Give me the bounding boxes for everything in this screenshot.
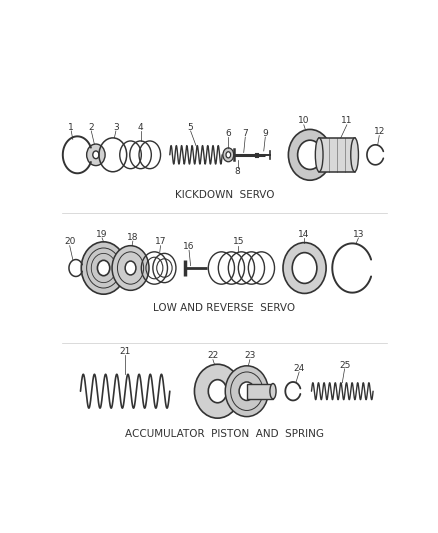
Ellipse shape xyxy=(298,140,322,169)
Text: KICKDOWN  SERVO: KICKDOWN SERVO xyxy=(175,190,274,200)
Text: 10: 10 xyxy=(298,116,310,125)
Ellipse shape xyxy=(194,364,240,418)
Ellipse shape xyxy=(239,382,254,400)
Ellipse shape xyxy=(351,138,358,172)
Text: ACCUMULATOR  PISTON  AND  SPRING: ACCUMULATOR PISTON AND SPRING xyxy=(125,429,324,439)
Text: 2: 2 xyxy=(88,123,94,132)
Text: 8: 8 xyxy=(235,167,240,176)
Ellipse shape xyxy=(208,379,227,403)
Text: 16: 16 xyxy=(184,242,195,251)
Ellipse shape xyxy=(93,151,99,159)
Text: 3: 3 xyxy=(113,123,119,132)
Text: 7: 7 xyxy=(242,129,248,138)
Text: 23: 23 xyxy=(244,351,255,360)
Text: 11: 11 xyxy=(341,116,353,125)
Text: 1: 1 xyxy=(68,123,74,132)
Ellipse shape xyxy=(226,152,231,158)
Text: 12: 12 xyxy=(374,127,385,136)
Bar xyxy=(247,384,273,399)
Text: 5: 5 xyxy=(188,123,194,132)
Text: 21: 21 xyxy=(120,346,131,356)
Ellipse shape xyxy=(87,144,105,166)
Text: 18: 18 xyxy=(127,233,138,241)
Ellipse shape xyxy=(292,253,317,284)
Ellipse shape xyxy=(223,148,234,161)
Text: 9: 9 xyxy=(262,129,268,138)
Text: 17: 17 xyxy=(155,237,166,246)
Text: 25: 25 xyxy=(339,360,350,369)
Ellipse shape xyxy=(270,384,276,399)
Text: 19: 19 xyxy=(96,230,108,239)
Ellipse shape xyxy=(315,138,323,172)
Ellipse shape xyxy=(283,243,326,294)
Text: 22: 22 xyxy=(207,351,219,360)
Text: 15: 15 xyxy=(233,237,244,246)
Ellipse shape xyxy=(81,242,126,294)
Text: 6: 6 xyxy=(226,129,231,138)
Ellipse shape xyxy=(225,366,268,417)
Ellipse shape xyxy=(288,130,332,180)
Text: 24: 24 xyxy=(293,364,305,373)
Ellipse shape xyxy=(125,261,136,275)
Ellipse shape xyxy=(97,260,110,276)
Text: 13: 13 xyxy=(353,230,364,239)
Bar xyxy=(319,138,355,172)
Text: 20: 20 xyxy=(64,237,75,246)
Ellipse shape xyxy=(112,246,149,290)
Text: LOW AND REVERSE  SERVO: LOW AND REVERSE SERVO xyxy=(153,303,296,313)
Text: 14: 14 xyxy=(298,230,310,239)
Text: 4: 4 xyxy=(138,123,143,132)
